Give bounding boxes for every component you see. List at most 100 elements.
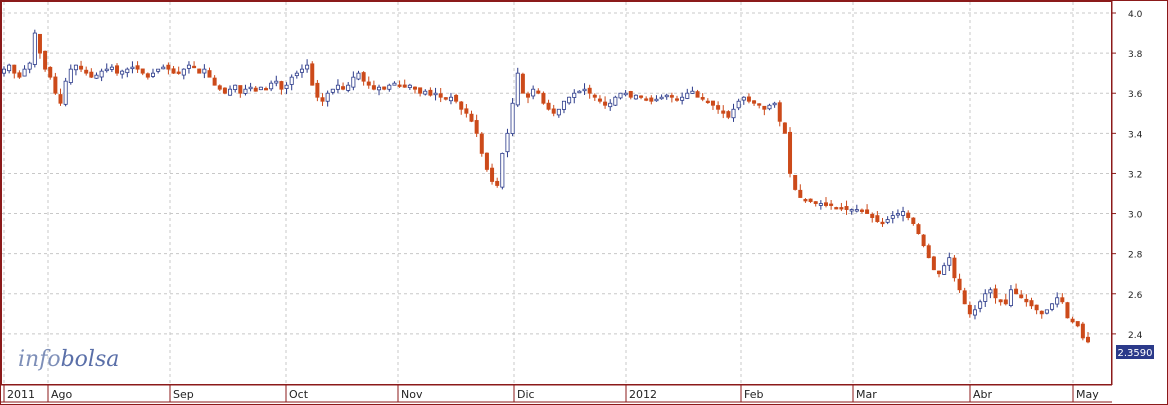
x-tick-label: May (1076, 388, 1099, 401)
candle-down (937, 270, 942, 275)
y-tick-label: 3.4 (1128, 130, 1143, 140)
candle-down (1034, 304, 1039, 311)
candle-down (839, 207, 844, 210)
candles (2, 29, 1091, 344)
candle-down (79, 65, 84, 70)
candle-down (397, 84, 402, 87)
candle-down (757, 103, 762, 106)
candle-down (675, 98, 680, 101)
candle-up (325, 92, 330, 102)
candle-up (120, 70, 125, 75)
candle-down (752, 100, 757, 104)
candle-down (1070, 318, 1075, 323)
candle-down (844, 206, 849, 210)
candle-down (1014, 288, 1019, 295)
candle-up (228, 88, 233, 96)
candle-up (633, 94, 638, 100)
candle-down (207, 70, 212, 78)
candle-up (890, 215, 895, 219)
candle-up (942, 265, 947, 275)
candle-down (412, 86, 417, 90)
candle-down (921, 234, 926, 247)
candle-up (356, 72, 361, 80)
candle-down (1080, 323, 1085, 339)
candle-up (500, 152, 505, 188)
candle-up (510, 102, 515, 134)
candle-down (541, 92, 546, 104)
last-price-box (1116, 345, 1154, 359)
x-tick-label: Mar (856, 388, 877, 401)
candle-down (264, 88, 269, 91)
candle-down (911, 217, 916, 224)
candle-down (726, 111, 731, 118)
candle-down (962, 290, 967, 305)
candle-down (546, 102, 551, 110)
candle-up (895, 213, 900, 216)
y-tick-label: 2.8 (1128, 251, 1143, 261)
candle-up (582, 88, 587, 92)
candle-up (130, 66, 135, 70)
candle-down (803, 199, 808, 202)
candle-down (238, 85, 243, 94)
candle-down (906, 212, 911, 218)
candle-up (269, 82, 274, 90)
candle-down (279, 81, 284, 90)
candle-down (777, 102, 782, 122)
candle-up (7, 64, 12, 72)
candle-down (798, 189, 803, 198)
candle-down (1060, 297, 1065, 303)
candle-down (592, 94, 597, 98)
plot-area (1, 1, 1112, 385)
candle-down (58, 94, 63, 104)
candle-up (1055, 297, 1060, 305)
candle-up (161, 66, 166, 70)
svg-text:infobolsa: infobolsa (18, 347, 119, 372)
y-tick-label: 3.8 (1128, 50, 1143, 60)
candle-down (813, 201, 818, 204)
candle-up (22, 68, 27, 77)
candle-up (623, 92, 628, 96)
candle-up (186, 64, 191, 69)
candle-up (1050, 303, 1055, 310)
x-tick-label: 2012 (629, 388, 657, 401)
candle-up (94, 74, 99, 79)
candle-down (12, 64, 17, 74)
candle-down (145, 73, 150, 78)
candle-up (125, 68, 130, 74)
candle-down (192, 65, 197, 69)
candle-down (859, 209, 864, 212)
candle-down (788, 131, 793, 174)
x-tick-label: Abr (973, 388, 993, 401)
logo-suffix: bolsa (61, 347, 120, 372)
y-tick-label: 2.6 (1128, 291, 1143, 301)
candle-down (212, 77, 217, 86)
candle-up (988, 289, 993, 294)
candle-down (823, 202, 828, 206)
candle-down (53, 76, 58, 94)
candle-down (418, 87, 423, 94)
candle-up (567, 96, 572, 104)
candle-down (695, 91, 700, 98)
candle-up (731, 108, 736, 119)
x-tick-label: Sep (173, 388, 194, 401)
y-tick-labels: 4.0 3.8 3.6 3.4 3.2 3.0 2.8 2.6 2.4 (1112, 10, 1143, 341)
candle-down (829, 203, 834, 206)
candle-down (669, 95, 674, 98)
candle-down (870, 213, 875, 218)
candle-down (382, 86, 387, 90)
x-tick-label: Oct (289, 388, 309, 401)
candle-up (972, 309, 977, 316)
candle-up (613, 96, 618, 106)
candle-up (618, 92, 623, 99)
candle-up (27, 62, 32, 70)
x-tick-label: Feb (744, 388, 763, 401)
candle-down (782, 122, 787, 134)
candle-up (181, 68, 186, 76)
candle-down (479, 133, 484, 154)
last-price-label: 2.3590 (1118, 348, 1153, 359)
candle-down (875, 215, 880, 222)
candle-up (515, 72, 520, 106)
candle-down (721, 110, 726, 114)
x-tick-labels: 2011 Ago Sep Oct Nov Dic 2012 Feb Mar Abr May (3, 385, 1099, 402)
